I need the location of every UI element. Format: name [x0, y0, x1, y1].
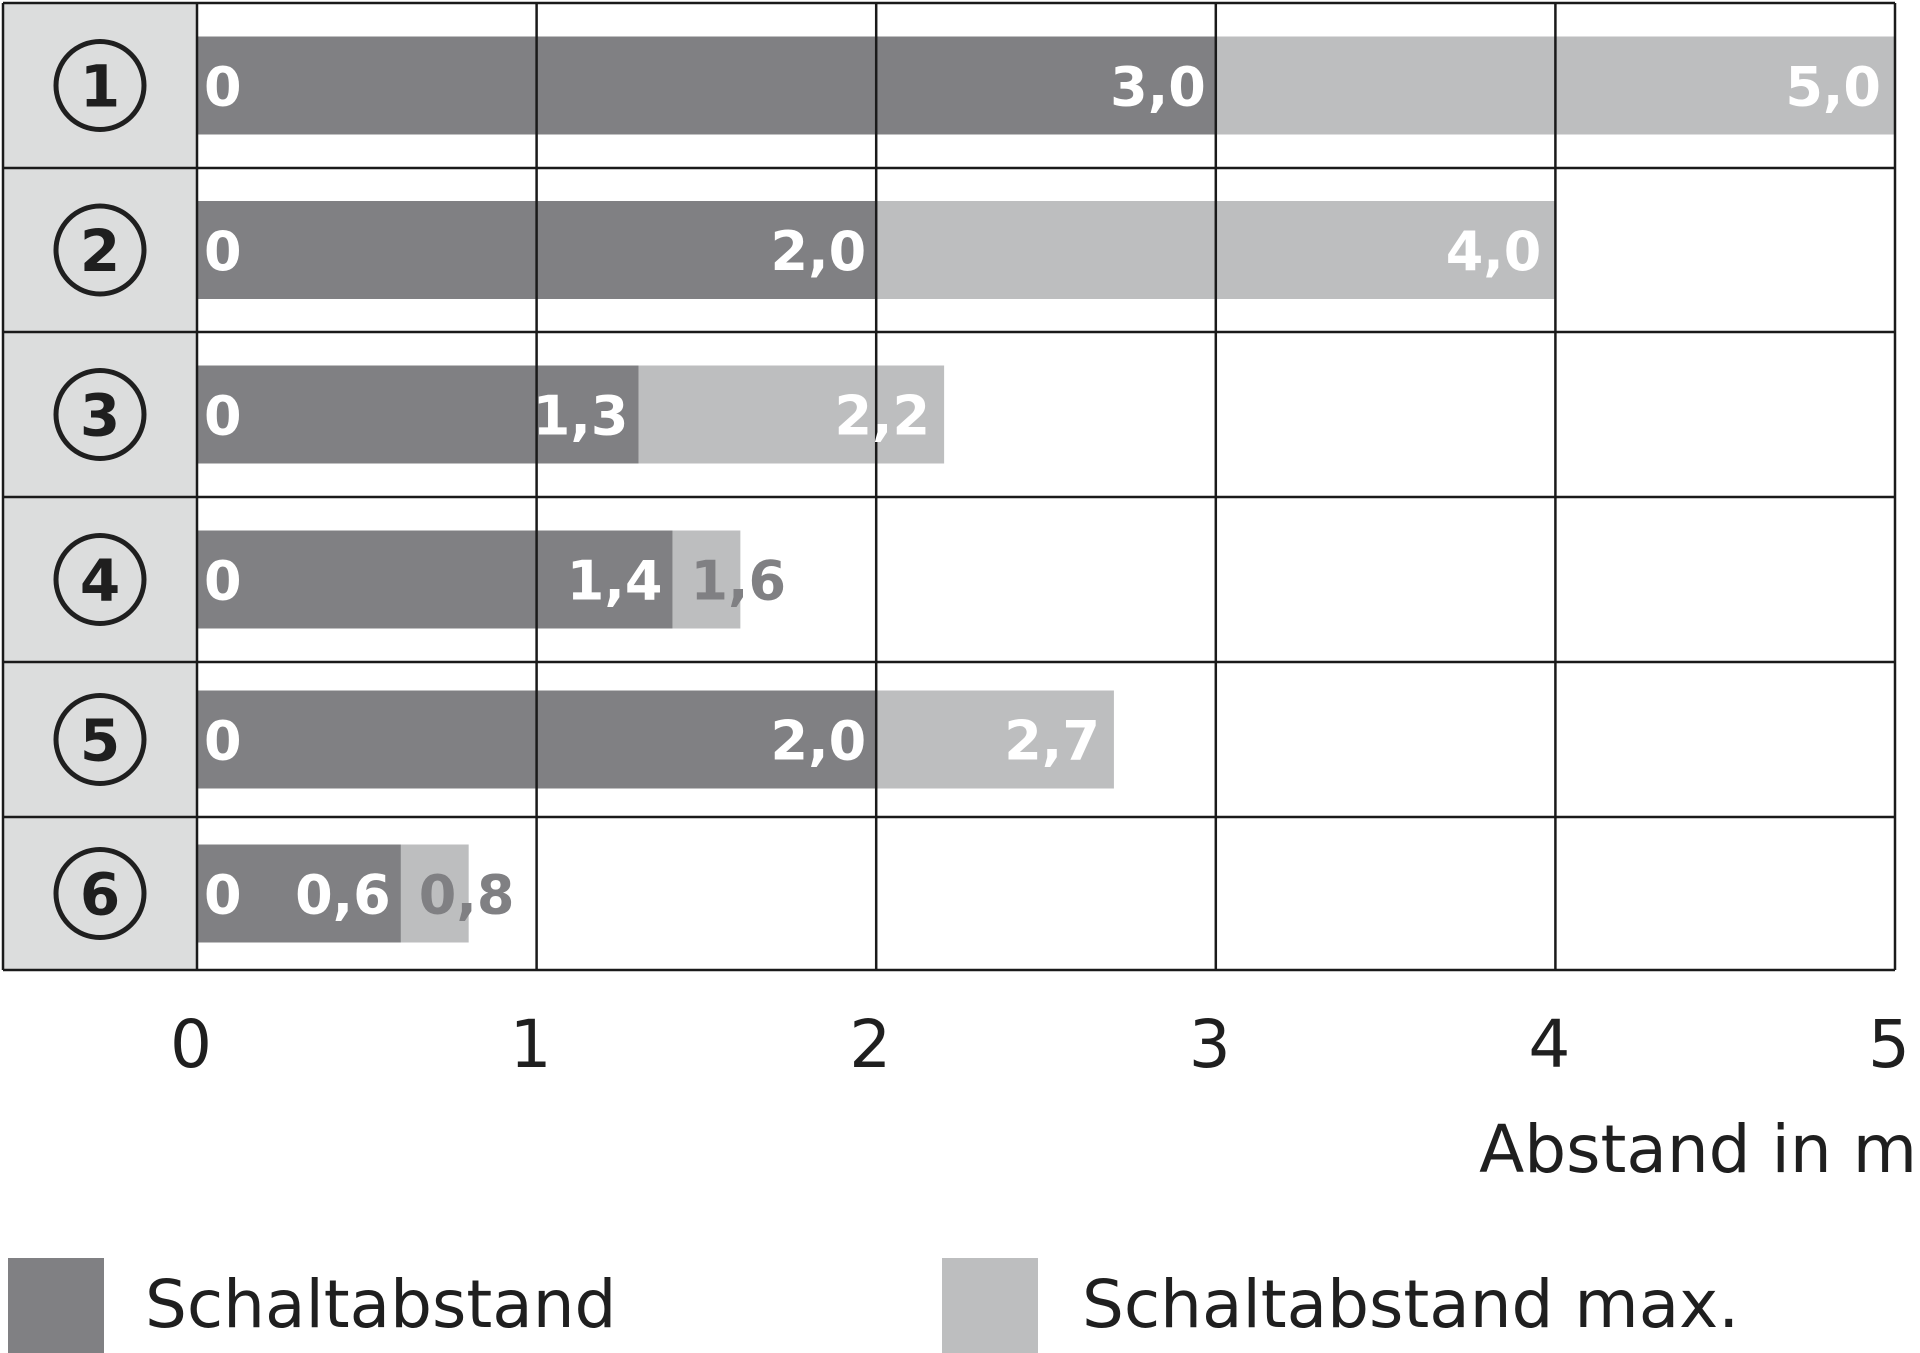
bar-label-switch: 1,3: [533, 385, 629, 448]
legend-swatch: [942, 1258, 1038, 1353]
bar-label-start: 0: [204, 710, 242, 773]
row-label-circle: [53, 847, 147, 940]
bar-label-start: 0: [204, 550, 242, 613]
bar-label-switch: 1,4: [567, 550, 663, 613]
bar-label-switch: 2,0: [771, 220, 867, 283]
x-tick-label: 2: [849, 1006, 891, 1083]
bar-label-switch: 0,6: [295, 864, 391, 927]
bar-label-start: 0: [204, 220, 242, 283]
bar-label-start: 0: [204, 864, 242, 927]
row-label-cell: [3, 497, 197, 662]
row-label: 3: [80, 382, 120, 450]
bar-label-max: 1,6: [690, 550, 786, 613]
row-label: 4: [80, 547, 120, 615]
row-label-circle: [53, 533, 147, 626]
row-label-cell: [3, 332, 197, 497]
x-tick-label: 4: [1528, 1006, 1570, 1083]
row-label: 2: [80, 217, 120, 285]
bar-schaltabstand: [197, 365, 639, 464]
legend-swatch: [8, 1258, 104, 1353]
row-label: 6: [80, 861, 120, 929]
x-axis-label: Abstand in m: [1479, 1111, 1917, 1188]
row-label-circle: [53, 39, 147, 132]
bar-schaltabstand: [197, 530, 673, 629]
x-tick-label: 1: [510, 1006, 552, 1083]
bar-label-switch: 3,0: [1110, 56, 1206, 119]
bar-label-max: 5,0: [1785, 56, 1881, 119]
row-label-cell: [3, 168, 197, 332]
bar-schaltabstand: [197, 36, 1216, 135]
x-tick-label: 5: [1868, 1006, 1910, 1083]
bar-label-max: 0,8: [419, 864, 515, 927]
bar-label-switch: 2,0: [771, 710, 867, 773]
bar-label-start: 0: [204, 385, 242, 448]
row-label-circle: [53, 693, 147, 786]
bar-label-start: 0: [204, 56, 242, 119]
row-label-cell: [3, 817, 197, 970]
row-label-circle: [53, 368, 147, 461]
row-label-cell: [3, 3, 197, 168]
legend-label: Schaltabstand max.: [1082, 1266, 1739, 1343]
row-label-cell: [3, 662, 197, 817]
legend-label: Schaltabstand: [145, 1266, 616, 1343]
row-label: 5: [80, 707, 120, 775]
x-tick-label: 0: [170, 1006, 212, 1083]
bar-label-max: 2,2: [834, 385, 930, 448]
bar-label-max: 4,0: [1446, 220, 1542, 283]
bar-schaltabstand: [197, 844, 401, 943]
row-label: 1: [80, 53, 120, 121]
row-label-circle: [53, 203, 147, 297]
x-tick-label: 3: [1189, 1006, 1231, 1083]
bar-label-max: 2,7: [1004, 710, 1100, 773]
